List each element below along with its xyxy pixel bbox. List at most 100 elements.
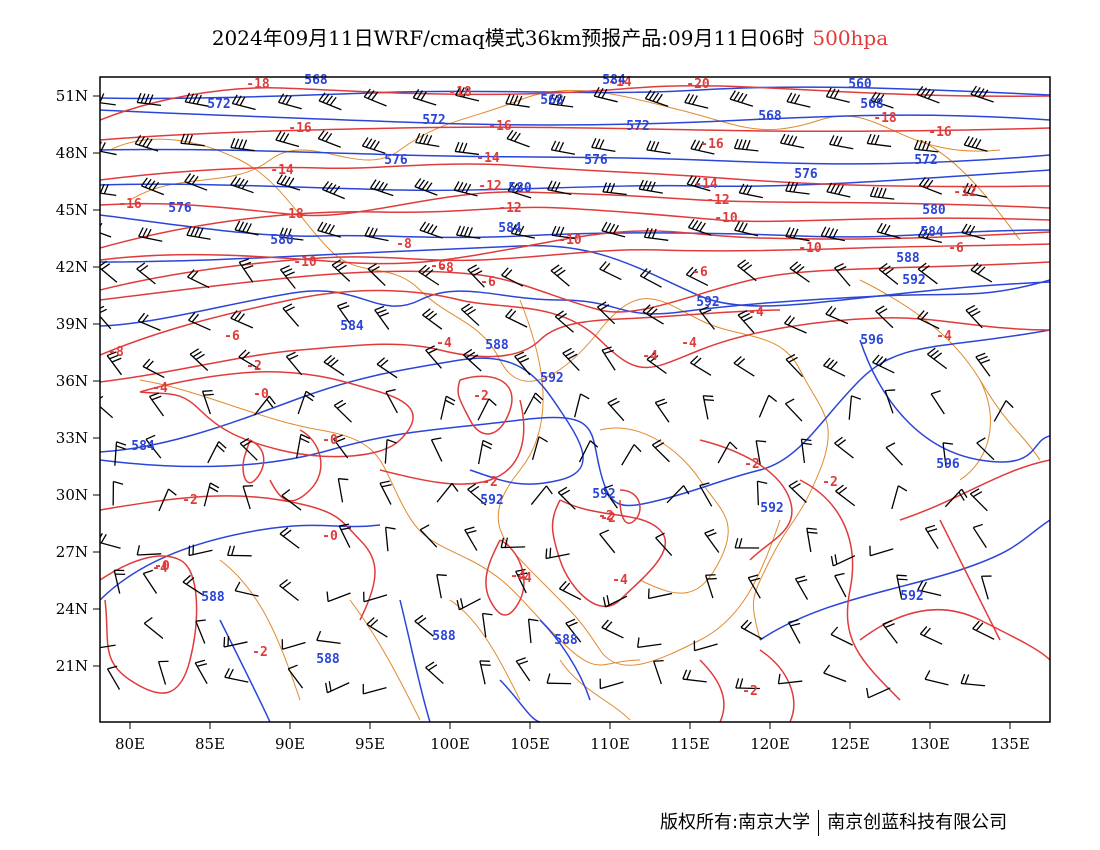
wind-barb-icon: [960, 673, 986, 687]
wind-barb-icon: [296, 433, 311, 459]
height-label: 580: [922, 203, 946, 218]
temperature-contour: [100, 230, 1050, 265]
wind-barb-icon: [106, 351, 123, 376]
wind-barb-icon: [515, 568, 528, 594]
wind-barb-icon: [882, 619, 898, 644]
wind-barb-icon: [737, 259, 757, 282]
height-label: 592: [902, 273, 925, 288]
height-label: 576: [168, 201, 192, 216]
wind-barb-icon: [501, 267, 524, 287]
wind-barb-icon: [114, 441, 127, 466]
wind-barb-icon: [601, 221, 626, 238]
wind-barb-icon: [834, 572, 847, 598]
wind-barb-icon: [279, 265, 296, 289]
height-label: 572: [207, 97, 230, 112]
wind-barb-icon: [112, 480, 124, 506]
y-tick-label: 27N: [56, 543, 88, 561]
wind-barb-icon: [136, 262, 156, 285]
height-contour: [399, 599, 431, 722]
wind-barb-icon: [913, 139, 939, 153]
wind-barb-icon: [638, 179, 663, 194]
wind-barb-icon: [277, 93, 302, 110]
wind-barb-icon: [467, 483, 487, 506]
wind-barb-icon: [785, 353, 804, 378]
wind-barb-icon: [699, 482, 713, 507]
wind-barb-icon: [227, 545, 252, 557]
wind-barb-icon: [779, 133, 805, 149]
x-tick-label: 130E: [910, 735, 950, 753]
wind-barb-icon: [414, 614, 434, 637]
wind-barb-icon: [704, 574, 717, 599]
wind-barb-icon: [789, 261, 810, 283]
wind-barb-icon: [531, 436, 548, 461]
x-tick-label: 115E: [670, 735, 710, 753]
wind-barb-icon: [333, 399, 352, 423]
height-label: 568: [304, 73, 328, 88]
wind-barb-icon: [830, 626, 853, 646]
x-tick-label: 100E: [430, 735, 470, 753]
height-label: 584: [602, 73, 626, 88]
temperature-contour: [139, 370, 414, 458]
wind-barb-icon: [806, 527, 818, 553]
temperature-contour: [100, 163, 1050, 188]
temperature-label: -2: [744, 457, 760, 472]
wind-barb-icon: [687, 218, 712, 236]
temperature-label: -10: [714, 211, 738, 226]
wind-barb-icon: [639, 268, 662, 288]
wind-barb-icon: [642, 304, 664, 325]
wind-barb-icon: [201, 389, 214, 415]
height-label: 576: [384, 153, 408, 168]
y-tick-label: 45N: [56, 201, 88, 219]
wind-barb-icon: [829, 135, 854, 150]
wind-barb-icon: [287, 664, 304, 689]
wind-barb-icon: [331, 259, 351, 282]
wind-barb-icon: [275, 131, 300, 148]
y-tick-label: 21N: [56, 657, 88, 675]
height-label: 572: [914, 153, 937, 168]
temperature-contour: [100, 289, 1050, 369]
wind-barb-icon: [456, 598, 481, 611]
title-level: 500hpa: [812, 26, 889, 50]
wind-barb-icon: [685, 266, 709, 286]
wind-barb-icon: [607, 397, 625, 422]
wind-barb-icon: [826, 182, 851, 198]
wind-barb-icon: [918, 227, 943, 244]
wind-barb-icon: [479, 660, 491, 685]
wind-barb-icon: [523, 392, 544, 415]
wind-barb-icon: [189, 348, 209, 371]
wind-barb-icon: [454, 141, 480, 156]
wind-barbs: [100, 85, 1014, 699]
boundary-line: [139, 379, 641, 666]
wind-barb-icon: [464, 526, 478, 551]
y-tick-label: 36N: [56, 372, 88, 390]
wind-barb-icon: [729, 90, 754, 107]
temperature-label: -4: [642, 349, 658, 364]
wind-barb-icon: [136, 92, 162, 107]
wind-barb-icon: [717, 441, 738, 464]
wind-barb-icon: [872, 354, 895, 374]
y-tick-label: 39N: [56, 315, 88, 333]
wind-barb-icon: [869, 186, 895, 200]
temperature-label: -14: [694, 177, 718, 192]
wind-barb-icon: [823, 664, 847, 683]
wind-barb-icon: [825, 305, 849, 325]
temperature-label: -2: [742, 684, 758, 699]
wind-barb-icon: [646, 140, 671, 155]
wind-barb-icon: [830, 554, 856, 567]
temperature-label: -4: [936, 329, 952, 344]
wind-barb-icon: [927, 347, 948, 370]
height-label: 588: [485, 338, 509, 353]
wind-barb-icon: [106, 665, 121, 690]
height-label: 588: [432, 629, 456, 644]
x-tick-label: 135E: [990, 735, 1030, 753]
wind-barb-icon: [866, 133, 892, 148]
temperature-contour: [379, 399, 525, 485]
temperature-label: -4: [436, 336, 452, 351]
wind-barb-icon: [747, 574, 761, 599]
wind-barb-icon: [234, 220, 259, 236]
wind-barb-icon: [562, 347, 580, 372]
wind-barb-icon: [239, 437, 258, 461]
wind-barb-icon: [737, 309, 755, 334]
temperature-label: -4: [748, 305, 764, 320]
temperature-label: -6: [948, 241, 964, 256]
